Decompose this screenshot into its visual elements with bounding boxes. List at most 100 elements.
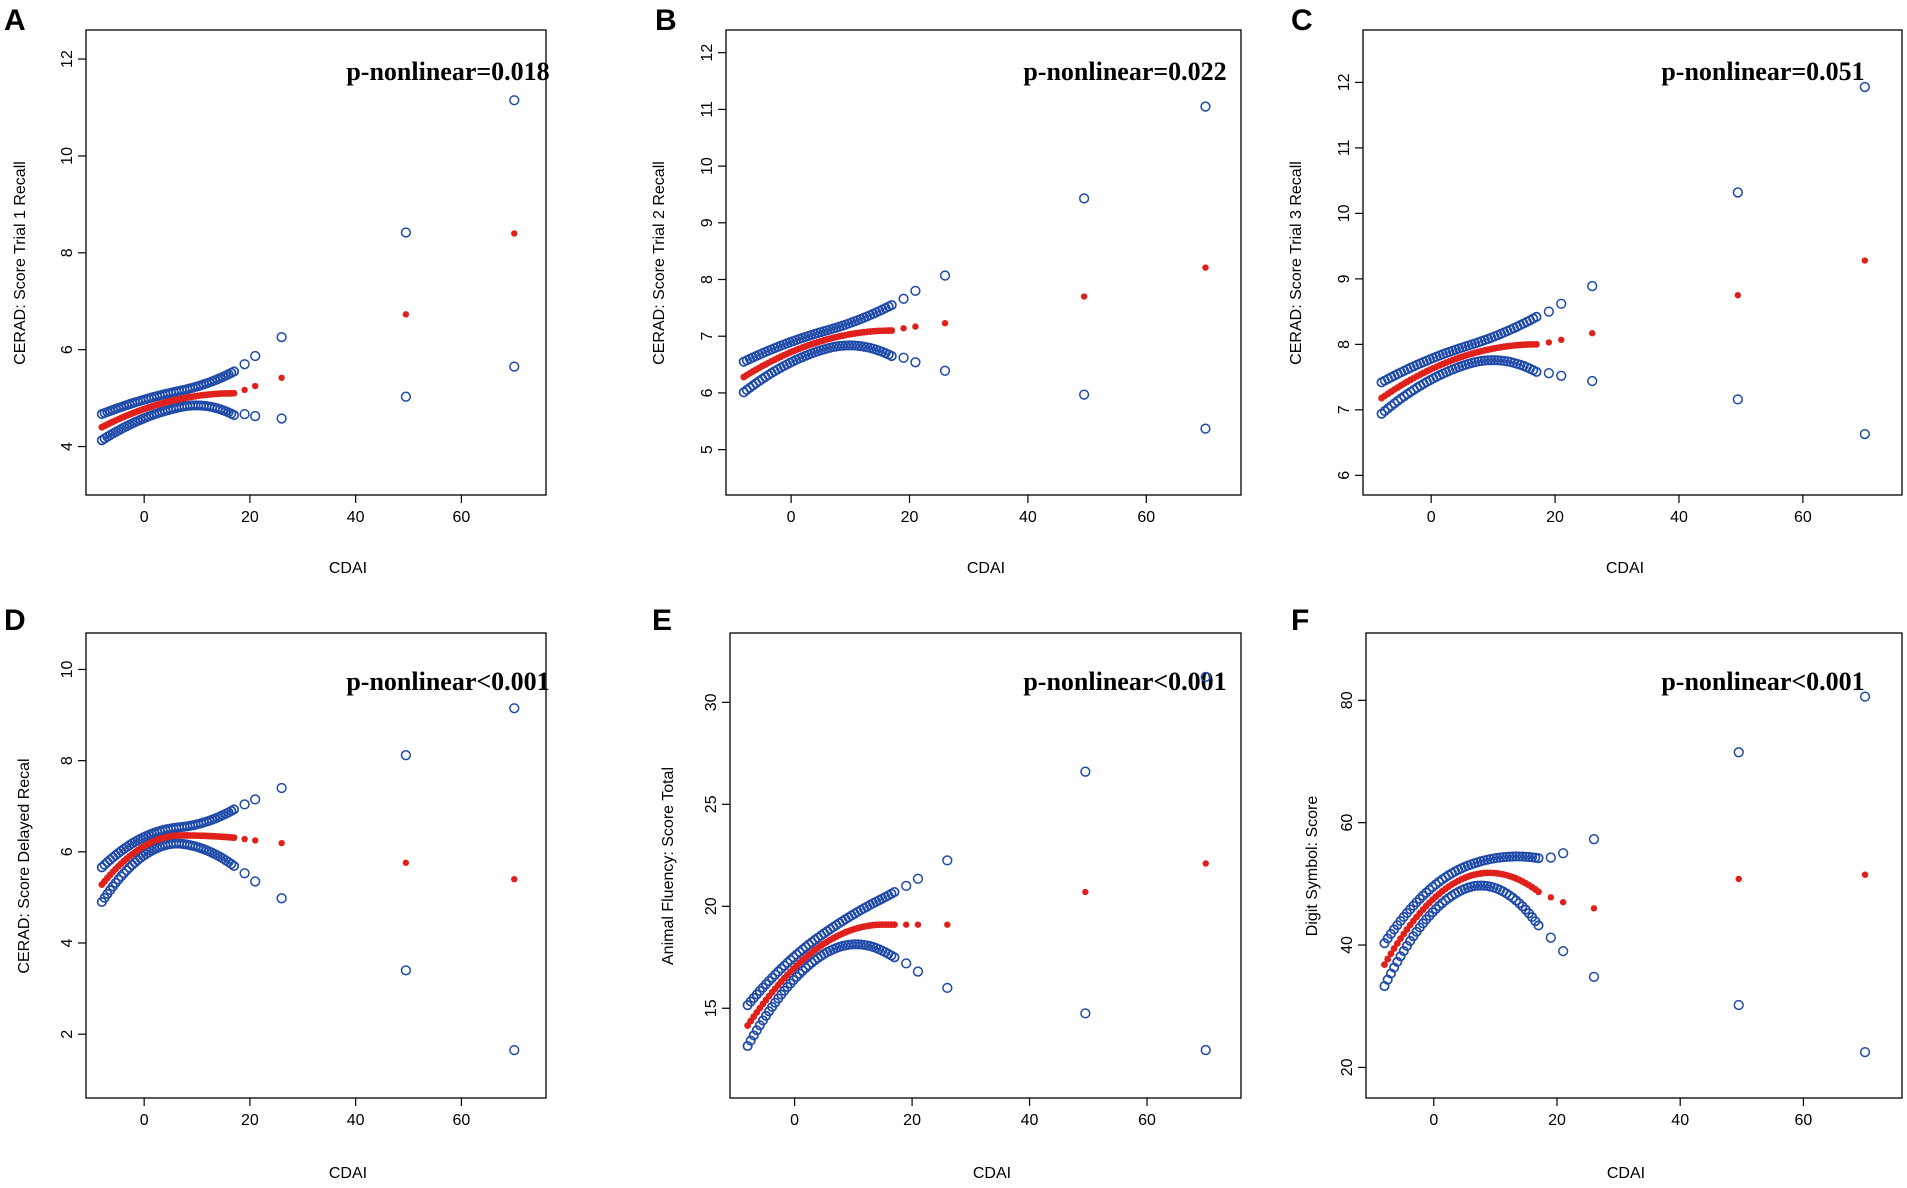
ci-upper-point	[901, 880, 912, 892]
ci-lower-point	[901, 958, 912, 969]
ci-lower-point	[400, 391, 412, 402]
ci-lower-point	[226, 858, 237, 870]
y-tick-label: 7	[1336, 405, 1353, 414]
ci-lower-point	[1483, 355, 1494, 366]
y-tick-label: 10	[699, 157, 716, 175]
ci-lower-point	[121, 865, 132, 876]
ci-lower-point	[1489, 355, 1500, 366]
y-tick-label: 10	[59, 660, 76, 678]
fit-point	[1589, 330, 1596, 337]
x-tick-label: 60	[453, 1112, 471, 1129]
ci-upper-point	[782, 957, 793, 968]
x-tick-label: 60	[453, 509, 471, 526]
panel-letter: A	[4, 4, 26, 37]
ci-upper-point	[1200, 671, 1211, 682]
panel-e: E p-nonlinear<0.001 CDAI Animal Fluency:…	[652, 604, 1242, 1182]
fit-point	[1535, 888, 1542, 896]
ci-lower-point	[509, 1044, 520, 1056]
ci-upper-point	[1533, 853, 1544, 864]
ci-upper-point	[910, 285, 921, 297]
fit-point	[944, 921, 951, 928]
ci-upper-point	[763, 975, 775, 987]
fit-point	[1390, 945, 1398, 952]
y-axis-label: Animal Fluency: Score Total	[660, 767, 677, 965]
ci-lower-point	[794, 968, 805, 979]
plot-frame	[725, 29, 1242, 496]
panel-letter: D	[4, 604, 26, 637]
ci-upper-point	[1859, 81, 1870, 93]
ci-lower-point	[228, 410, 240, 421]
ci-lower-point	[942, 982, 953, 994]
ci-lower-point	[118, 868, 129, 879]
y-tick-label: 4	[59, 442, 76, 451]
fit-point	[1559, 899, 1567, 906]
fit-point	[1734, 292, 1742, 299]
ci-lower-point	[1556, 370, 1567, 381]
fit-point	[511, 230, 518, 237]
x-tick-label: 20	[901, 509, 919, 526]
fit-point	[1202, 264, 1209, 271]
y-tick-label: 8	[59, 756, 76, 765]
x-tick-label: 40	[1670, 509, 1688, 526]
y-tick-label: 9	[699, 218, 716, 227]
fit-point	[402, 859, 410, 866]
ci-upper-point	[791, 949, 802, 960]
x-tick-label: 60	[1137, 509, 1155, 526]
y-tick-label: 12	[699, 44, 716, 62]
y-tick-label: 4	[59, 938, 76, 947]
ci-lower-point	[898, 352, 909, 363]
ci-upper-point	[785, 954, 796, 966]
x-tick-label: 0	[140, 1112, 149, 1129]
y-tick-label: 80	[1339, 691, 1356, 709]
fit-point	[1533, 340, 1540, 348]
x-tick-label: 20	[1546, 509, 1564, 526]
ci-upper-point	[228, 366, 240, 377]
ci-lower-point	[1200, 1044, 1211, 1056]
panel-a: A p-nonlinear=0.018 CDAI CERAD: Score Tr…	[4, 4, 550, 577]
fit-point	[1558, 336, 1565, 343]
ci-upper-point	[1733, 747, 1744, 758]
ci-lower-point	[1472, 880, 1483, 891]
ci-upper-point	[794, 946, 805, 957]
fit-point	[1861, 257, 1869, 264]
ci-upper-point	[942, 855, 953, 866]
y-tick-label: 9	[1336, 274, 1353, 283]
ci-upper-point	[1588, 834, 1600, 845]
y-tick-label: 10	[1336, 204, 1353, 222]
y-tick-label: 2	[59, 1030, 76, 1039]
ci-lower-point	[1395, 951, 1406, 962]
ci-lower-point	[1200, 423, 1211, 434]
ci-lower-point	[1531, 366, 1542, 377]
ci-lower-point	[1545, 932, 1556, 943]
fit-point	[903, 921, 910, 928]
ci-lower-point	[910, 357, 921, 368]
ci-upper-point	[1543, 306, 1555, 317]
ci-lower-point	[742, 1040, 753, 1052]
fit-point	[941, 319, 949, 327]
ci-upper-point	[889, 886, 900, 898]
x-tick-label: 40	[1019, 509, 1037, 526]
ci-upper-point	[1545, 852, 1556, 863]
x-tick-label: 0	[140, 509, 149, 526]
p-nonlinear-annotation: p-nonlinear<0.001	[1661, 667, 1864, 696]
x-tick-label: 60	[1794, 509, 1812, 526]
fit-point	[900, 325, 907, 332]
x-axis-label: CDAI	[329, 560, 367, 577]
ci-upper-point	[788, 952, 799, 963]
fit-point	[1590, 905, 1598, 912]
y-tick-label: 40	[1339, 936, 1356, 954]
ci-upper-point	[1531, 311, 1542, 322]
ci-lower-point	[228, 860, 240, 872]
ci-lower-point	[846, 340, 857, 351]
fit-point	[891, 921, 898, 929]
x-tick-label: 40	[1021, 1112, 1039, 1129]
ci-lower-point	[276, 413, 287, 424]
fit-point	[1545, 339, 1553, 346]
y-tick-label: 6	[59, 345, 76, 354]
ci-upper-point	[250, 350, 261, 362]
ci-upper-point	[1078, 193, 1090, 204]
fit-point	[912, 323, 919, 330]
ci-lower-point	[745, 1035, 756, 1046]
ci-upper-point	[228, 804, 240, 815]
